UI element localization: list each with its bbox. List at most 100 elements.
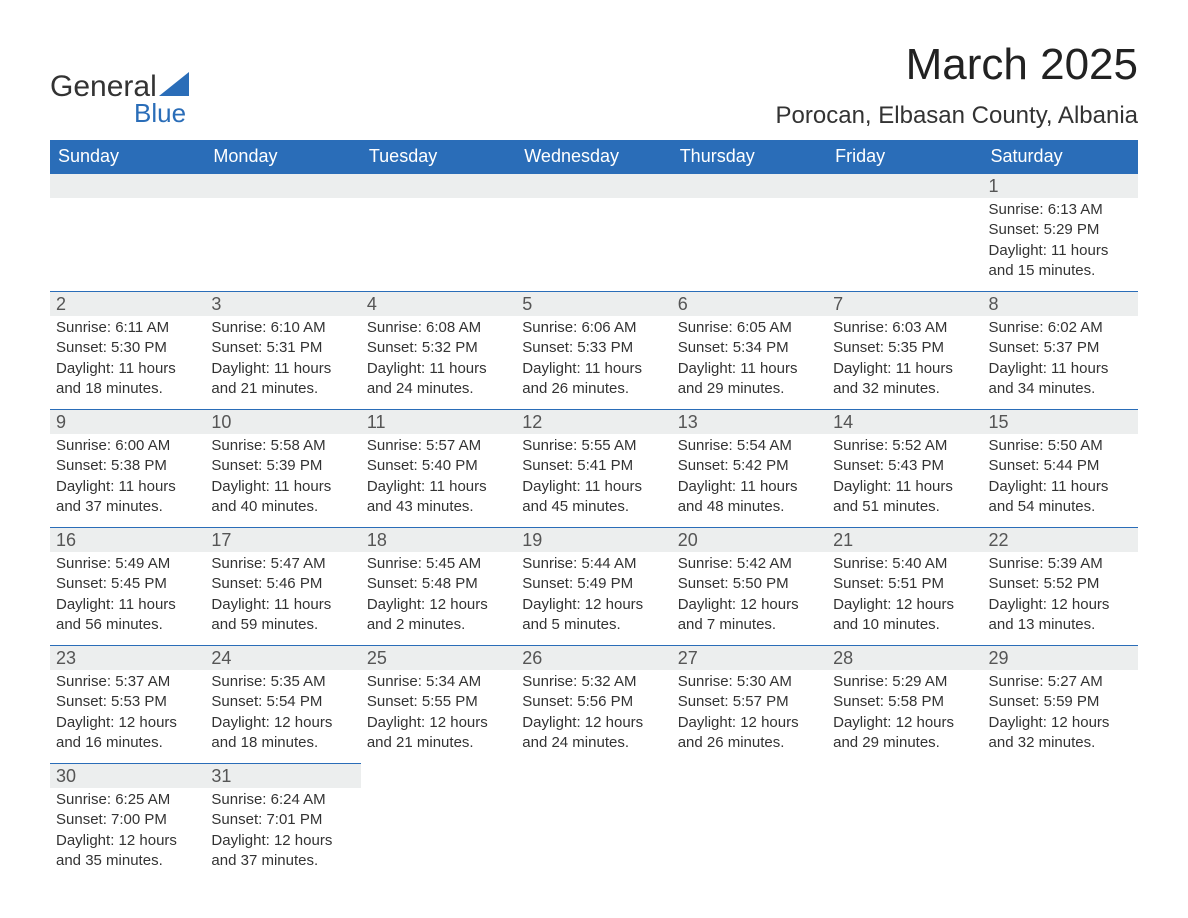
sunrise-line: Sunrise: 5:45 AM	[367, 554, 510, 574]
calendar-cell	[50, 174, 205, 292]
daylight-line: Daylight: 11 hours and 34 minutes.	[989, 359, 1132, 400]
daylight-line: Daylight: 12 hours and 21 minutes.	[367, 713, 510, 754]
sunrise-line: Sunrise: 5:44 AM	[522, 554, 665, 574]
weekday-header: Tuesday	[361, 140, 516, 174]
day-number-empty	[361, 174, 516, 198]
daylight-line: Daylight: 12 hours and 26 minutes.	[678, 713, 821, 754]
sunset-line: Sunset: 5:42 PM	[678, 456, 821, 476]
sunset-line: Sunset: 5:33 PM	[522, 338, 665, 358]
day-details: Sunrise: 5:50 AMSunset: 5:44 PMDaylight:…	[983, 434, 1138, 521]
calendar-cell: 12Sunrise: 5:55 AMSunset: 5:41 PMDayligh…	[516, 410, 671, 528]
calendar-cell: 15Sunrise: 5:50 AMSunset: 5:44 PMDayligh…	[983, 410, 1138, 528]
sunrise-line: Sunrise: 5:57 AM	[367, 436, 510, 456]
sunset-line: Sunset: 5:41 PM	[522, 456, 665, 476]
day-number: 20	[672, 528, 827, 552]
sunset-line: Sunset: 5:31 PM	[211, 338, 354, 358]
daylight-line: Daylight: 11 hours and 45 minutes.	[522, 477, 665, 518]
calendar-cell: 25Sunrise: 5:34 AMSunset: 5:55 PMDayligh…	[361, 646, 516, 764]
sunrise-line: Sunrise: 5:35 AM	[211, 672, 354, 692]
daylight-line: Daylight: 11 hours and 40 minutes.	[211, 477, 354, 518]
sunrise-line: Sunrise: 6:06 AM	[522, 318, 665, 338]
day-number: 16	[50, 528, 205, 552]
day-details: Sunrise: 5:42 AMSunset: 5:50 PMDaylight:…	[672, 552, 827, 639]
day-number: 17	[205, 528, 360, 552]
day-details: Sunrise: 5:30 AMSunset: 5:57 PMDaylight:…	[672, 670, 827, 757]
day-details: Sunrise: 5:44 AMSunset: 5:49 PMDaylight:…	[516, 552, 671, 639]
calendar-cell: 5Sunrise: 6:06 AMSunset: 5:33 PMDaylight…	[516, 292, 671, 410]
sunrise-line: Sunrise: 5:30 AM	[678, 672, 821, 692]
sunset-line: Sunset: 5:39 PM	[211, 456, 354, 476]
day-number: 11	[361, 410, 516, 434]
day-number: 2	[50, 292, 205, 316]
sunrise-line: Sunrise: 5:58 AM	[211, 436, 354, 456]
calendar-cell	[983, 764, 1138, 882]
day-number: 14	[827, 410, 982, 434]
daylight-line: Daylight: 11 hours and 24 minutes.	[367, 359, 510, 400]
day-details: Sunrise: 6:11 AMSunset: 5:30 PMDaylight:…	[50, 316, 205, 403]
weekday-header: Sunday	[50, 140, 205, 174]
daylight-line: Daylight: 12 hours and 37 minutes.	[211, 831, 354, 872]
calendar-cell: 29Sunrise: 5:27 AMSunset: 5:59 PMDayligh…	[983, 646, 1138, 764]
calendar-cell: 8Sunrise: 6:02 AMSunset: 5:37 PMDaylight…	[983, 292, 1138, 410]
calendar-cell: 21Sunrise: 5:40 AMSunset: 5:51 PMDayligh…	[827, 528, 982, 646]
day-number: 31	[205, 764, 360, 788]
calendar-cell: 13Sunrise: 5:54 AMSunset: 5:42 PMDayligh…	[672, 410, 827, 528]
sunset-line: Sunset: 5:49 PM	[522, 574, 665, 594]
day-number-empty	[50, 174, 205, 198]
sunrise-line: Sunrise: 5:52 AM	[833, 436, 976, 456]
daylight-line: Daylight: 11 hours and 15 minutes.	[989, 241, 1132, 282]
weekday-header: Monday	[205, 140, 360, 174]
day-number: 22	[983, 528, 1138, 552]
daylight-line: Daylight: 12 hours and 18 minutes.	[211, 713, 354, 754]
daylight-line: Daylight: 12 hours and 7 minutes.	[678, 595, 821, 636]
calendar-cell: 27Sunrise: 5:30 AMSunset: 5:57 PMDayligh…	[672, 646, 827, 764]
daylight-line: Daylight: 11 hours and 32 minutes.	[833, 359, 976, 400]
sunrise-line: Sunrise: 5:27 AM	[989, 672, 1132, 692]
sunset-line: Sunset: 5:38 PM	[56, 456, 199, 476]
sunset-line: Sunset: 5:32 PM	[367, 338, 510, 358]
sunset-line: Sunset: 7:01 PM	[211, 810, 354, 830]
day-details: Sunrise: 5:57 AMSunset: 5:40 PMDaylight:…	[361, 434, 516, 521]
day-details: Sunrise: 6:24 AMSunset: 7:01 PMDaylight:…	[205, 788, 360, 875]
day-number: 21	[827, 528, 982, 552]
daylight-line: Daylight: 12 hours and 10 minutes.	[833, 595, 976, 636]
calendar-header: SundayMondayTuesdayWednesdayThursdayFrid…	[50, 140, 1138, 174]
calendar-cell	[361, 174, 516, 292]
sunrise-line: Sunrise: 6:02 AM	[989, 318, 1132, 338]
day-details: Sunrise: 6:03 AMSunset: 5:35 PMDaylight:…	[827, 316, 982, 403]
daylight-line: Daylight: 12 hours and 5 minutes.	[522, 595, 665, 636]
day-number: 30	[50, 764, 205, 788]
calendar-cell: 7Sunrise: 6:03 AMSunset: 5:35 PMDaylight…	[827, 292, 982, 410]
day-details: Sunrise: 6:25 AMSunset: 7:00 PMDaylight:…	[50, 788, 205, 875]
calendar-cell: 30Sunrise: 6:25 AMSunset: 7:00 PMDayligh…	[50, 764, 205, 882]
daylight-line: Daylight: 11 hours and 48 minutes.	[678, 477, 821, 518]
sunset-line: Sunset: 7:00 PM	[56, 810, 199, 830]
sunset-line: Sunset: 5:58 PM	[833, 692, 976, 712]
calendar-cell: 19Sunrise: 5:44 AMSunset: 5:49 PMDayligh…	[516, 528, 671, 646]
calendar-cell: 18Sunrise: 5:45 AMSunset: 5:48 PMDayligh…	[361, 528, 516, 646]
day-number: 25	[361, 646, 516, 670]
sunset-line: Sunset: 5:40 PM	[367, 456, 510, 476]
day-details: Sunrise: 5:34 AMSunset: 5:55 PMDaylight:…	[361, 670, 516, 757]
logo-triangle-icon	[159, 72, 189, 96]
day-details: Sunrise: 6:10 AMSunset: 5:31 PMDaylight:…	[205, 316, 360, 403]
day-number: 4	[361, 292, 516, 316]
sunrise-line: Sunrise: 5:34 AM	[367, 672, 510, 692]
daylight-line: Daylight: 12 hours and 35 minutes.	[56, 831, 199, 872]
sunset-line: Sunset: 5:57 PM	[678, 692, 821, 712]
sunrise-line: Sunrise: 6:24 AM	[211, 790, 354, 810]
day-number: 3	[205, 292, 360, 316]
daylight-line: Daylight: 12 hours and 16 minutes.	[56, 713, 199, 754]
sunset-line: Sunset: 5:45 PM	[56, 574, 199, 594]
calendar-cell: 11Sunrise: 5:57 AMSunset: 5:40 PMDayligh…	[361, 410, 516, 528]
calendar-cell	[205, 174, 360, 292]
daylight-line: Daylight: 12 hours and 13 minutes.	[989, 595, 1132, 636]
sunrise-line: Sunrise: 6:11 AM	[56, 318, 199, 338]
day-number: 6	[672, 292, 827, 316]
calendar-cell: 22Sunrise: 5:39 AMSunset: 5:52 PMDayligh…	[983, 528, 1138, 646]
day-details: Sunrise: 6:02 AMSunset: 5:37 PMDaylight:…	[983, 316, 1138, 403]
sunrise-line: Sunrise: 6:05 AM	[678, 318, 821, 338]
calendar-cell: 4Sunrise: 6:08 AMSunset: 5:32 PMDaylight…	[361, 292, 516, 410]
sunrise-line: Sunrise: 5:37 AM	[56, 672, 199, 692]
calendar-cell	[361, 764, 516, 882]
